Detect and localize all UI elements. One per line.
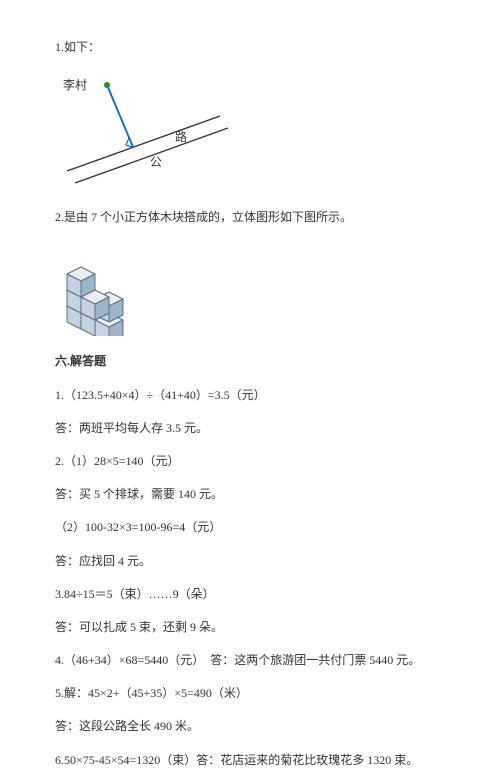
- q1-ans: 答：两班平均每人存 3.5 元。: [55, 419, 445, 438]
- q3-ans: 答：可以扎成 5 束，还剩 9 朵。: [55, 618, 445, 637]
- q4-calc: 4.（46+34）×68=5440（元） 答：这两个旅游团一共付门票 5440 …: [55, 651, 445, 670]
- problem-2-text: 2.是由 7 个小正方体木块搭成的，立体图形如下图所示。: [55, 208, 445, 227]
- road-label-2: 路: [175, 129, 187, 144]
- q1-calc: 1.（123.5+40×4）÷（41+40）=3.5（元）: [55, 386, 445, 405]
- problem-1-figure: 李村 公 路: [55, 71, 445, 186]
- q6-calc: 6.50×75-45×54=1320（束）答：花店运来的菊花比玫瑰花多 1320…: [55, 751, 445, 770]
- problem-1-text: 1.如下：: [55, 38, 445, 57]
- q5-ans: 答：这段公路全长 490 米。: [55, 717, 445, 736]
- q2-part1-ans: 答：买 5 个排球，需要 140 元。: [55, 485, 445, 504]
- section-6-title: 六.解答题: [55, 352, 445, 371]
- q5-calc: 5.解：45×2+（45+35）×5=490（米）: [55, 684, 445, 703]
- road-label-1: 公: [150, 155, 162, 169]
- q2-part2-calc: （2）100-32×3=100-96=4（元）: [55, 518, 445, 537]
- q2-part2-ans: 答：应找回 4 元。: [55, 552, 445, 571]
- q3-calc: 3.84÷15＝5（束）……9（朵）: [55, 585, 445, 604]
- problem-2-figure: [55, 241, 445, 336]
- q2-part1-calc: 2.（1）28×5=140（元）: [55, 452, 445, 471]
- village-label: 李村: [63, 77, 87, 92]
